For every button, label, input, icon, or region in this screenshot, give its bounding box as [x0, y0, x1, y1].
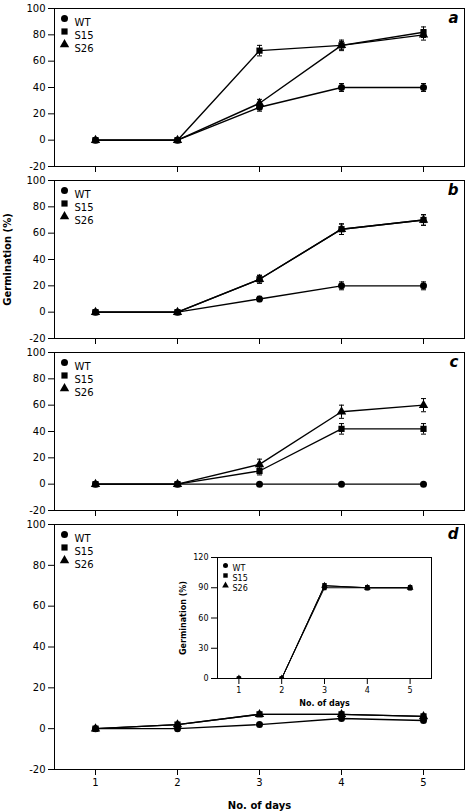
svg-text:S26: S26: [75, 387, 94, 398]
svg-text:-20: -20: [29, 764, 45, 775]
svg-text:a: a: [448, 9, 458, 27]
svg-text:80: 80: [33, 201, 46, 212]
svg-text:WT: WT: [75, 533, 92, 544]
svg-text:40: 40: [33, 82, 46, 93]
svg-text:3: 3: [322, 686, 327, 695]
svg-text:5: 5: [420, 777, 426, 788]
svg-text:Germination (%): Germination (%): [179, 581, 188, 655]
svg-text:100: 100: [26, 3, 45, 14]
svg-text:S26: S26: [75, 559, 94, 570]
svg-text:100: 100: [26, 347, 45, 358]
svg-text:3: 3: [256, 777, 262, 788]
svg-text:Germination (%): Germination (%): [2, 213, 13, 305]
svg-text:60: 60: [33, 600, 46, 611]
svg-text:100: 100: [26, 519, 45, 530]
svg-text:-20: -20: [29, 333, 45, 344]
svg-text:c: c: [450, 353, 459, 371]
svg-text:5: 5: [408, 686, 413, 695]
svg-text:1: 1: [236, 686, 241, 695]
svg-text:30: 30: [198, 644, 208, 653]
svg-text:0: 0: [39, 134, 45, 145]
svg-text:4: 4: [338, 777, 344, 788]
svg-text:S15: S15: [75, 546, 94, 557]
svg-text:WT: WT: [75, 189, 92, 200]
svg-text:40: 40: [33, 641, 46, 652]
svg-text:No. of days: No. of days: [228, 800, 291, 811]
svg-text:20: 20: [33, 682, 46, 693]
svg-text:S15: S15: [75, 30, 94, 41]
svg-text:20: 20: [33, 452, 46, 463]
svg-text:40: 40: [33, 254, 46, 265]
svg-text:4: 4: [365, 686, 370, 695]
svg-text:No. of days: No. of days: [299, 699, 350, 708]
svg-text:WT: WT: [75, 17, 92, 28]
svg-text:S26: S26: [233, 584, 248, 593]
svg-text:60: 60: [33, 227, 46, 238]
svg-text:1: 1: [92, 777, 98, 788]
svg-text:90: 90: [198, 583, 208, 592]
svg-text:0: 0: [39, 723, 45, 734]
svg-text:-20: -20: [29, 505, 45, 516]
svg-text:0: 0: [39, 306, 45, 317]
svg-text:S15: S15: [233, 574, 248, 583]
svg-text:2: 2: [279, 686, 284, 695]
svg-text:S26: S26: [75, 215, 94, 226]
svg-text:2: 2: [174, 777, 180, 788]
svg-text:WT: WT: [233, 564, 246, 573]
svg-text:80: 80: [33, 560, 46, 571]
svg-text:0: 0: [39, 478, 45, 489]
svg-text:40: 40: [33, 426, 46, 437]
svg-text:S15: S15: [75, 374, 94, 385]
svg-text:80: 80: [33, 373, 46, 384]
svg-text:-20: -20: [29, 161, 45, 172]
svg-text:d: d: [448, 525, 459, 543]
svg-text:20: 20: [33, 108, 46, 119]
svg-text:60: 60: [33, 55, 46, 66]
svg-text:60: 60: [33, 399, 46, 410]
svg-text:S15: S15: [75, 202, 94, 213]
svg-text:80: 80: [33, 29, 46, 40]
svg-text:S26: S26: [75, 43, 94, 54]
svg-text:60: 60: [198, 614, 208, 623]
svg-text:120: 120: [193, 553, 208, 562]
svg-text:b: b: [448, 181, 459, 199]
svg-text:100: 100: [26, 175, 45, 186]
svg-text:0: 0: [203, 674, 208, 683]
svg-text:20: 20: [33, 280, 46, 291]
svg-text:WT: WT: [75, 361, 92, 372]
